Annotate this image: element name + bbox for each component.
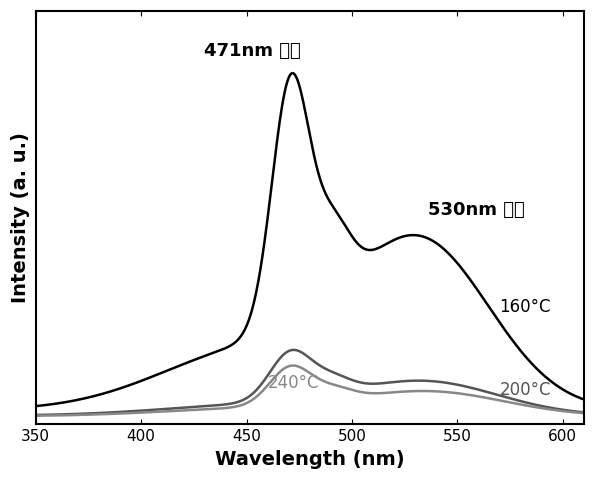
Text: 471nm 蓝光: 471nm 蓝光 [205, 42, 301, 60]
Text: 200°C: 200°C [500, 381, 551, 398]
Y-axis label: Intensity (a. u.): Intensity (a. u.) [11, 132, 30, 303]
Text: 240°C: 240°C [268, 374, 319, 393]
Text: 160°C: 160°C [500, 298, 551, 316]
Text: 530nm 绻光: 530nm 绻光 [428, 201, 525, 219]
X-axis label: Wavelength (nm): Wavelength (nm) [215, 450, 405, 469]
